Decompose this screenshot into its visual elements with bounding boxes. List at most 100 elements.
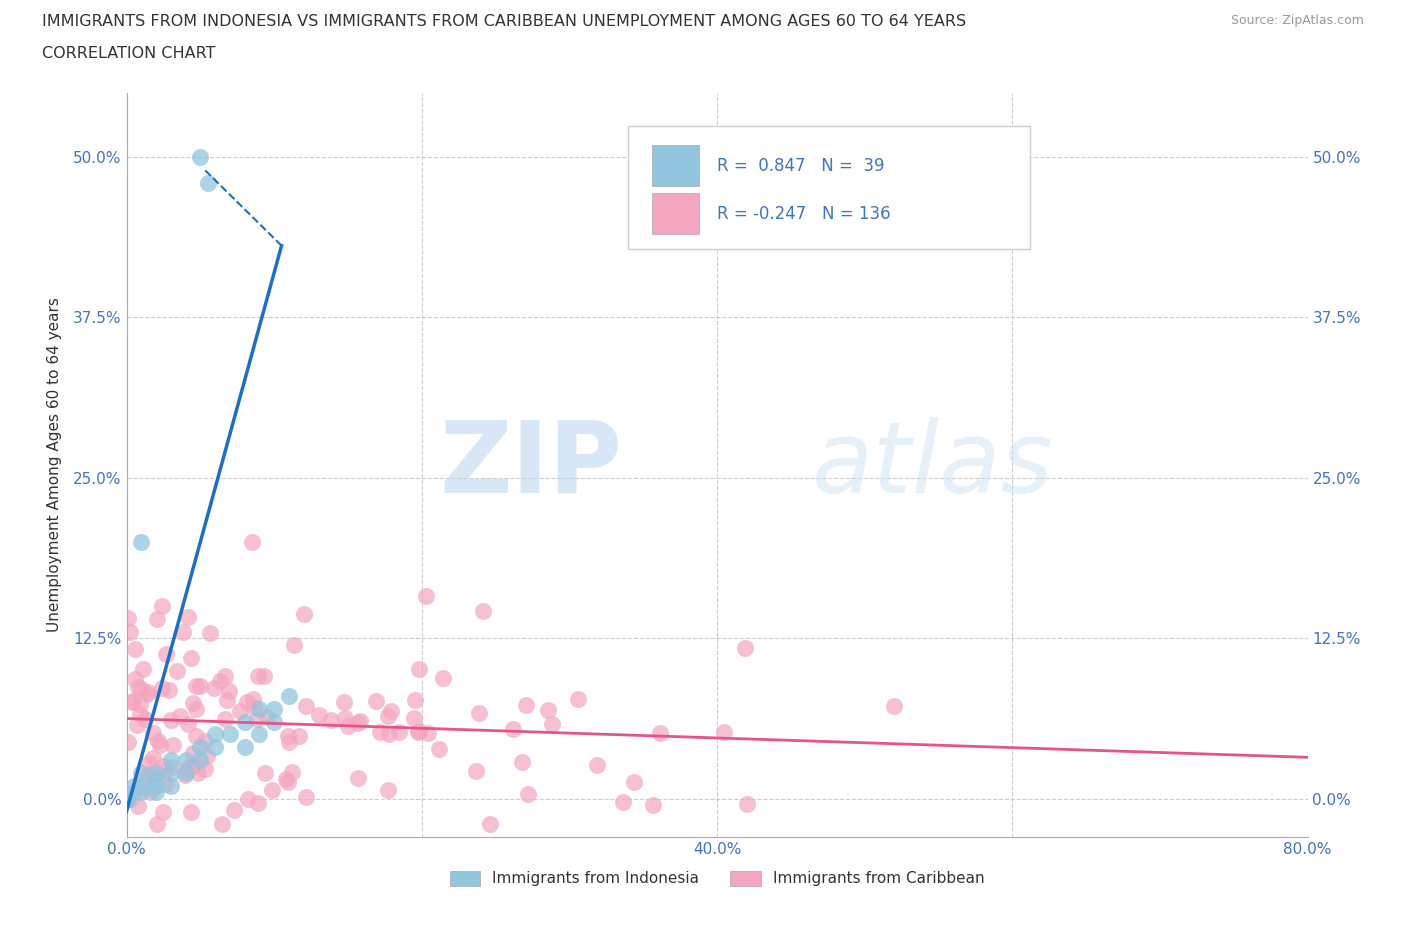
- Point: [537, 702, 560, 717]
- Point: [471, 604, 494, 618]
- Point: [129, 697, 152, 711]
- Point: [347, 771, 370, 786]
- Point: [249, 727, 271, 742]
- Point: [224, 803, 246, 817]
- Point: [283, 637, 305, 652]
- Point: [380, 703, 402, 718]
- Point: [295, 790, 318, 804]
- Point: [188, 739, 212, 754]
- Point: [129, 785, 153, 800]
- Point: [366, 694, 388, 709]
- Point: [274, 772, 297, 787]
- Point: [612, 794, 634, 809]
- Point: [211, 817, 233, 831]
- Point: [115, 791, 138, 806]
- FancyBboxPatch shape: [628, 126, 1031, 249]
- Point: [242, 535, 264, 550]
- Point: [229, 704, 252, 719]
- Point: [883, 698, 905, 713]
- Point: [214, 669, 236, 684]
- Point: [115, 791, 138, 806]
- Point: [333, 711, 356, 725]
- Point: [174, 752, 197, 767]
- Point: [294, 698, 316, 713]
- Point: [292, 606, 315, 621]
- Point: [138, 755, 160, 770]
- Point: [162, 737, 184, 752]
- Point: [174, 767, 197, 782]
- Point: [281, 765, 304, 780]
- Point: [713, 724, 735, 739]
- Point: [160, 752, 183, 767]
- Point: [127, 718, 149, 733]
- Point: [197, 176, 219, 191]
- Point: [176, 762, 198, 777]
- Point: [129, 682, 152, 697]
- Point: [188, 679, 211, 694]
- Point: [254, 766, 277, 781]
- Point: [155, 776, 177, 790]
- Point: [124, 641, 146, 656]
- Point: [278, 735, 301, 750]
- Point: [242, 691, 264, 706]
- Point: [122, 785, 145, 800]
- Point: [145, 817, 167, 831]
- Point: [408, 724, 430, 738]
- Point: [117, 734, 139, 749]
- Point: [432, 671, 454, 685]
- Point: [115, 791, 138, 806]
- Text: ZIP: ZIP: [440, 417, 623, 513]
- Point: [136, 686, 159, 701]
- Point: [145, 765, 167, 780]
- Point: [166, 664, 188, 679]
- Point: [408, 724, 430, 739]
- Point: [623, 775, 645, 790]
- Point: [333, 694, 356, 709]
- Point: [377, 709, 399, 724]
- Point: [145, 778, 167, 793]
- Point: [427, 741, 450, 756]
- Point: [127, 679, 149, 694]
- Text: atlas: atlas: [811, 417, 1053, 513]
- Point: [263, 701, 285, 716]
- Point: [115, 791, 138, 806]
- Point: [138, 684, 160, 699]
- Point: [152, 599, 174, 614]
- Point: [152, 804, 174, 819]
- Point: [347, 715, 370, 730]
- Point: [247, 796, 270, 811]
- Point: [149, 737, 172, 752]
- Point: [160, 712, 183, 727]
- Point: [402, 711, 425, 725]
- Point: [243, 699, 266, 714]
- Text: R = -0.247   N = 136: R = -0.247 N = 136: [717, 206, 890, 223]
- Point: [121, 694, 143, 709]
- Text: CORRELATION CHART: CORRELATION CHART: [42, 46, 215, 61]
- Point: [246, 669, 269, 684]
- Point: [236, 791, 259, 806]
- Point: [138, 766, 160, 781]
- Point: [319, 712, 342, 727]
- Point: [122, 778, 145, 793]
- Point: [172, 625, 194, 640]
- Text: IMMIGRANTS FROM INDONESIA VS IMMIGRANTS FROM CARIBBEAN UNEMPLOYMENT AMONG AGES 6: IMMIGRANTS FROM INDONESIA VS IMMIGRANTS …: [42, 14, 966, 29]
- Point: [121, 695, 143, 710]
- Point: [134, 711, 156, 726]
- Point: [129, 765, 153, 780]
- Point: [540, 716, 562, 731]
- Point: [152, 758, 174, 773]
- Point: [586, 758, 609, 773]
- Point: [734, 641, 756, 656]
- Point: [204, 727, 226, 742]
- Legend: Immigrants from Indonesia, Immigrants from Caribbean: Immigrants from Indonesia, Immigrants fr…: [443, 864, 991, 893]
- Point: [186, 678, 208, 693]
- Point: [195, 749, 218, 764]
- Point: [135, 769, 157, 784]
- Point: [169, 709, 191, 724]
- Point: [186, 701, 208, 716]
- Point: [138, 785, 160, 800]
- Point: [308, 708, 330, 723]
- Point: [115, 791, 138, 806]
- Point: [377, 726, 399, 741]
- Point: [256, 710, 278, 724]
